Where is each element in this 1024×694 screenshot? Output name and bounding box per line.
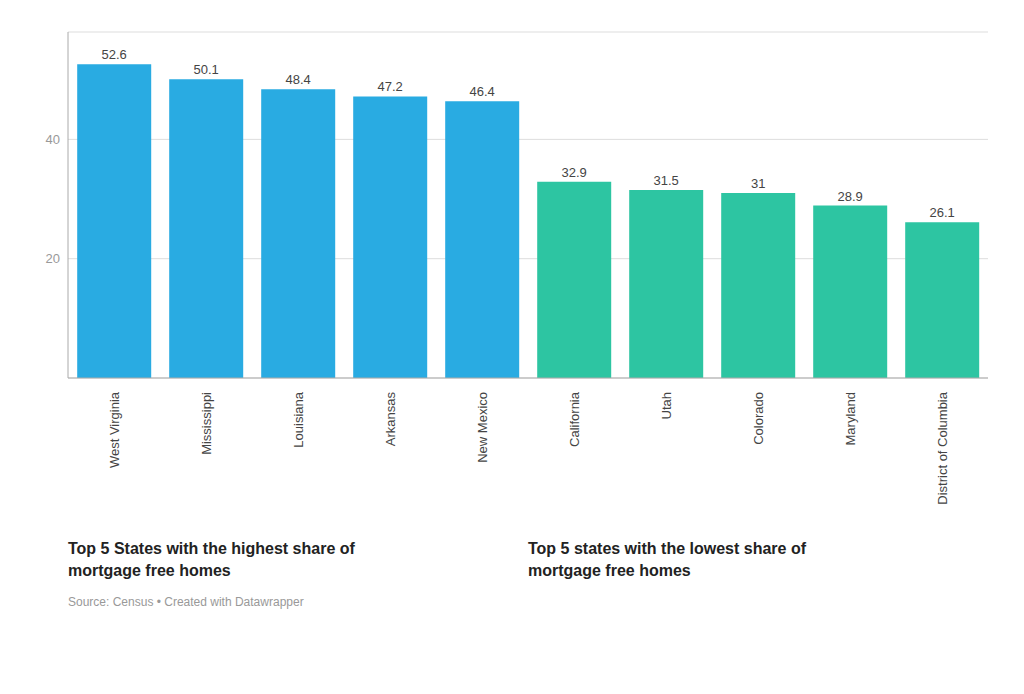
svg-text:New Mexico: New Mexico: [475, 392, 490, 463]
svg-text:Arkansas: Arkansas: [383, 392, 398, 447]
svg-text:46.4: 46.4: [470, 84, 495, 99]
svg-text:31: 31: [751, 176, 765, 191]
svg-text:California: California: [567, 391, 582, 447]
html-text:Top 5 states with the lowest s: Top 5 states with the lowest share of mo…: [528, 540, 806, 580]
svg-text:50.1: 50.1: [194, 62, 219, 77]
svg-text:40: 40: [46, 132, 60, 147]
svg-text:Utah: Utah: [659, 392, 674, 419]
svg-text:28.9: 28.9: [838, 189, 863, 204]
svg-text:Louisiana: Louisiana: [291, 391, 306, 447]
html-text:Source: Census • Created with: Source: Census • Created with Datawrappe…: [68, 594, 304, 609]
svg-text:District of Columbia: District of Columbia: [935, 391, 950, 504]
svg-text:West Virginia: West Virginia: [107, 391, 122, 468]
svg-text:Colorado: Colorado: [751, 392, 766, 445]
svg-text:20: 20: [46, 251, 60, 266]
svg-text:Mississippi: Mississippi: [199, 392, 214, 455]
svg-text:31.5: 31.5: [654, 173, 679, 188]
svg-text:32.9: 32.9: [562, 165, 587, 180]
svg-text:52.6: 52.6: [102, 47, 127, 62]
svg-text:Maryland: Maryland: [843, 392, 858, 445]
html-text:Top 5 States with the highest: Top 5 States with the highest share of m…: [68, 540, 355, 580]
svg-text:48.4: 48.4: [286, 72, 311, 87]
svg-text:47.2: 47.2: [378, 79, 403, 94]
svg-text:26.1: 26.1: [930, 205, 955, 220]
